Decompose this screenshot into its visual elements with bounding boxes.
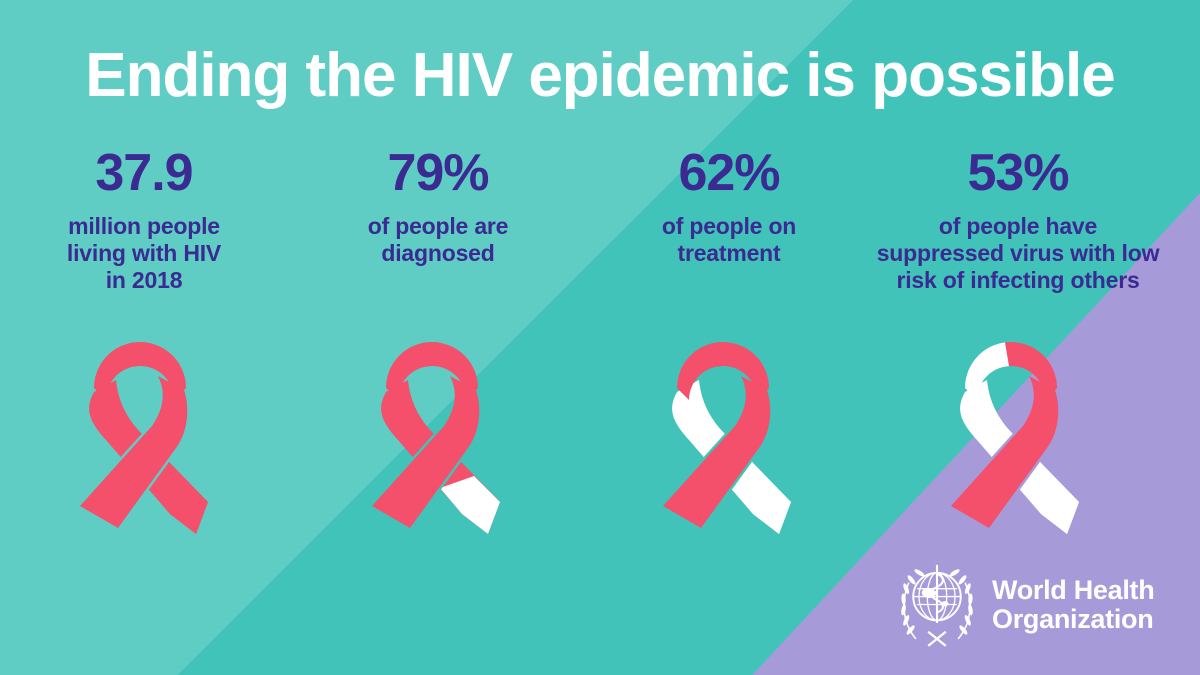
ribbon-arc-left [965,342,1009,400]
who-wordmark-line1: World Health [992,574,1155,605]
ribbon-tail-segment [148,476,208,534]
stat-description-line: risk of infecting others [896,266,1140,293]
stat-description-line: of people on [661,212,797,239]
stat-column-suppressed-virus: 53% of people have suppressed virus with… [853,146,1183,294]
page-title: Ending the HIV epidemic is possible [85,41,1116,110]
stat-description-line: suppressed virus with low [876,239,1160,266]
ribbon-arc-right [422,341,478,400]
stat-column-on-treatment: 62% of people on treatment [589,146,869,267]
ribbon-arc-left [386,342,430,400]
ribbon-front-band [80,376,188,528]
stat-description-line: diagnosed [381,239,495,266]
stat-description: of people have suppressed virus with low… [853,213,1183,294]
stat-description-line: in 2018 [105,266,183,293]
who-wordmark: World Health Organization [992,574,1155,634]
who-wordmark-line2: Organization [992,603,1154,634]
who-emblem-icon [901,564,973,647]
stat-description-line: of people have [938,212,1098,239]
stat-description: of people are diagnosed [298,213,578,267]
ribbon-front-band [663,376,771,528]
awareness-ribbon-icon-2 [372,341,500,534]
ribbon-tail-segment [1019,476,1079,534]
awareness-ribbon-icon-4 [951,341,1079,534]
ribbon-tail-segment [731,476,791,534]
who-logo: World Health Organization [893,556,1155,653]
ribbon-front-band [951,376,1059,528]
ribbon-arc-left [677,342,721,400]
stat-description-line: living with HIV [66,239,222,266]
stat-value: 37.9 [95,144,193,202]
ribbon-arc-right [713,341,769,400]
stat-description: of people on treatment [589,213,869,267]
stat-column-people-living-with-hiv: 37.9 million people living with HIV in 2… [4,146,284,294]
ribbon-arc-right [1001,341,1057,400]
stat-description-line: of people are [367,212,509,239]
ribbon-tail-segment [440,476,500,534]
awareness-ribbon-icon-3 [663,341,791,534]
stat-value: 53% [967,144,1069,202]
stat-column-diagnosed: 79% of people are diagnosed [298,146,578,267]
ribbon-arc-left [94,342,138,400]
ribbon-arc-right [130,341,186,400]
ribbon-front-band [372,376,480,528]
stat-description-line: treatment [677,239,781,266]
stat-description-line: million people [68,212,220,239]
stat-description: million people living with HIV in 2018 [4,213,284,294]
awareness-ribbon-icon-1 [80,341,208,534]
stat-value: 62% [678,144,780,202]
stat-value: 79% [387,144,489,202]
